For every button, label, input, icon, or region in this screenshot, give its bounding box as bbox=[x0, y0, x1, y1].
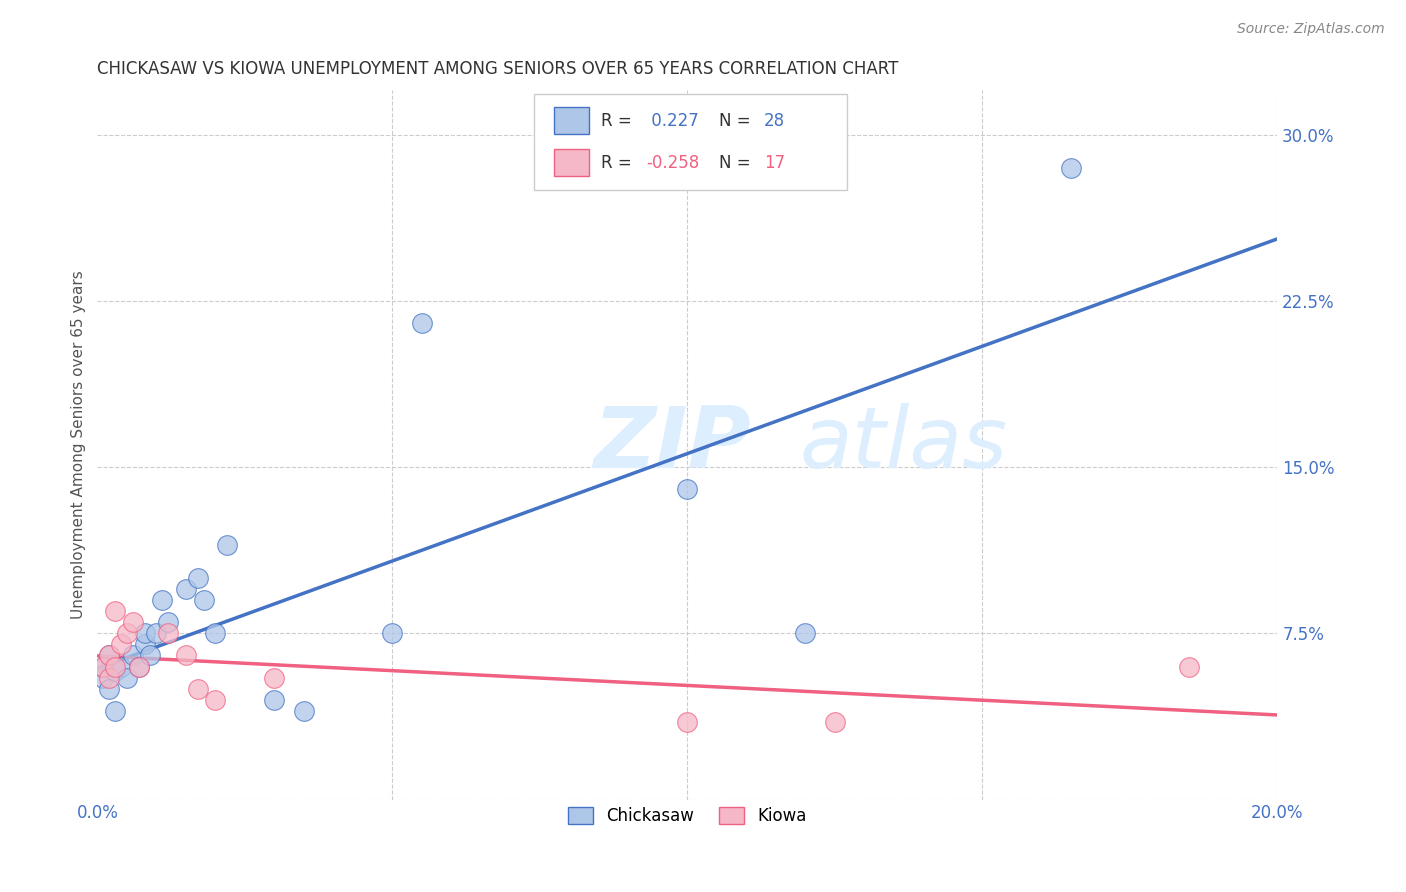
Point bbox=[411, 316, 433, 330]
Point bbox=[104, 604, 127, 618]
Point bbox=[98, 681, 121, 696]
Point bbox=[263, 693, 285, 707]
Point bbox=[139, 648, 162, 663]
Point bbox=[121, 615, 143, 630]
Point bbox=[91, 671, 114, 685]
Text: Source: ZipAtlas.com: Source: ZipAtlas.com bbox=[1237, 22, 1385, 37]
Text: 0.227: 0.227 bbox=[645, 112, 699, 129]
Point bbox=[128, 659, 150, 673]
Point bbox=[104, 659, 127, 673]
Point bbox=[115, 671, 138, 685]
Point bbox=[263, 671, 285, 685]
Text: N =: N = bbox=[720, 112, 756, 129]
Text: 28: 28 bbox=[763, 112, 785, 129]
Point bbox=[110, 637, 132, 651]
Text: atlas: atlas bbox=[800, 403, 1008, 486]
Text: CHICKASAW VS KIOWA UNEMPLOYMENT AMONG SENIORS OVER 65 YEARS CORRELATION CHART: CHICKASAW VS KIOWA UNEMPLOYMENT AMONG SE… bbox=[97, 60, 898, 78]
Point bbox=[145, 626, 167, 640]
Point bbox=[157, 626, 180, 640]
Point bbox=[110, 659, 132, 673]
Text: R =: R = bbox=[602, 112, 637, 129]
Bar bbox=[554, 107, 589, 134]
Text: 17: 17 bbox=[763, 153, 785, 171]
Point bbox=[98, 671, 121, 685]
Point bbox=[121, 648, 143, 663]
Point bbox=[115, 626, 138, 640]
Point bbox=[104, 664, 127, 678]
Point bbox=[134, 626, 156, 640]
Point bbox=[174, 648, 197, 663]
Point bbox=[91, 659, 114, 673]
Point bbox=[174, 582, 197, 596]
Point bbox=[381, 626, 404, 640]
Point bbox=[824, 714, 846, 729]
Point bbox=[157, 615, 180, 630]
Point bbox=[187, 681, 209, 696]
Point bbox=[128, 659, 150, 673]
Point bbox=[794, 626, 817, 640]
FancyBboxPatch shape bbox=[534, 94, 846, 190]
Point bbox=[104, 704, 127, 718]
Text: R =: R = bbox=[602, 153, 637, 171]
Y-axis label: Unemployment Among Seniors over 65 years: Unemployment Among Seniors over 65 years bbox=[72, 270, 86, 619]
Text: -0.258: -0.258 bbox=[645, 153, 699, 171]
Point bbox=[187, 571, 209, 585]
Legend: Chickasaw, Kiowa: Chickasaw, Kiowa bbox=[560, 799, 815, 834]
Point bbox=[217, 538, 239, 552]
Point bbox=[204, 626, 226, 640]
Point bbox=[1178, 659, 1201, 673]
Point bbox=[150, 593, 173, 607]
Point bbox=[676, 482, 699, 496]
Point bbox=[91, 659, 114, 673]
Text: ZIP: ZIP bbox=[593, 403, 751, 486]
Point bbox=[98, 648, 121, 663]
Point bbox=[292, 704, 315, 718]
Point bbox=[193, 593, 215, 607]
Point bbox=[204, 693, 226, 707]
Point bbox=[676, 714, 699, 729]
Point bbox=[1060, 161, 1083, 175]
Bar bbox=[554, 149, 589, 176]
Point bbox=[134, 637, 156, 651]
Text: N =: N = bbox=[720, 153, 756, 171]
Point bbox=[98, 648, 121, 663]
